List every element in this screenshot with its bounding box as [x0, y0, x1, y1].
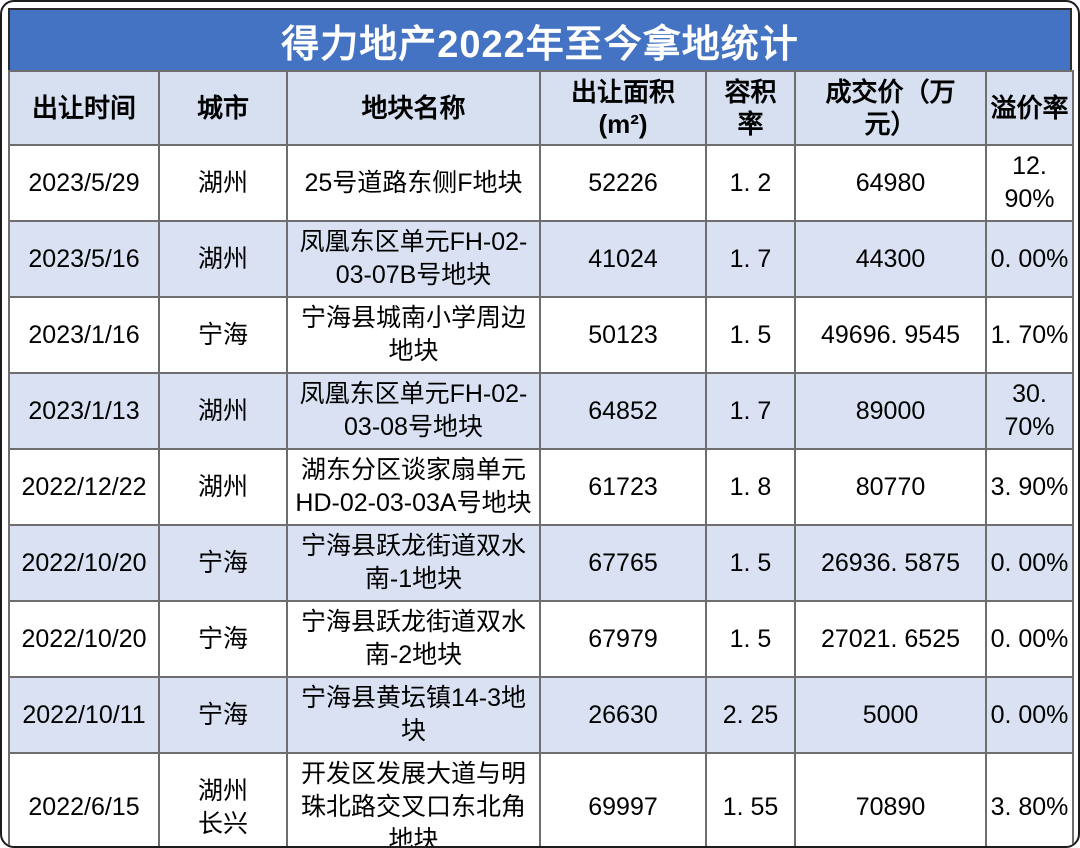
cell-price: 27021. 6525 — [794, 600, 987, 678]
cell-plot-ratio: 1. 7 — [705, 220, 796, 298]
cell-premium-rate: 0. 00% — [985, 220, 1074, 298]
page-title: 得力地产2022年至今拿地统计 — [8, 8, 1072, 70]
cell-date: 2022/12/22 — [8, 448, 160, 526]
cell-plot-ratio: 1. 5 — [705, 296, 796, 374]
cell-city: 宁海 — [158, 296, 288, 374]
cell-plot-name: 凤凰东区单元FH-02- 03-08号地块 — [286, 372, 541, 450]
cell-price: 5000 — [794, 676, 987, 754]
cell-plot-name: 宁海县跃龙街道双水 南-2地块 — [286, 600, 541, 678]
table-header-row: 出让时间 城市 地块名称 出让面积 (m²) 容积 率 成交价（万 元） 溢价率 — [8, 70, 1074, 146]
col-header-price: 成交价（万 元） — [794, 70, 987, 146]
cell-area: 67979 — [539, 600, 707, 678]
cell-area: 52226 — [539, 144, 707, 222]
col-header-plot-ratio: 容积 率 — [705, 70, 796, 146]
cell-date: 2022/10/20 — [8, 600, 160, 678]
cell-price: 80770 — [794, 448, 987, 526]
land-acquisition-table: 出让时间 城市 地块名称 出让面积 (m²) 容积 率 成交价（万 元） 溢价率… — [8, 70, 1074, 846]
cell-plot-ratio: 1. 55 — [705, 752, 796, 846]
cell-area: 67765 — [539, 524, 707, 602]
cell-price: 26936. 5875 — [794, 524, 987, 602]
cell-date: 2023/5/16 — [8, 220, 160, 298]
table-row: 2022/10/20 宁海 宁海县跃龙街道双水 南-1地块 67765 1. 5… — [8, 524, 1074, 602]
cell-date: 2022/10/11 — [8, 676, 160, 754]
cell-premium-rate: 3. 90% — [985, 448, 1074, 526]
cell-plot-name: 25号道路东侧F地块 — [286, 144, 541, 222]
cell-plot-name: 开发区发展大道与明 珠北路交叉口东北角 地块 — [286, 752, 541, 846]
cell-plot-name: 凤凰东区单元FH-02- 03-07B号地块 — [286, 220, 541, 298]
cell-area: 69997 — [539, 752, 707, 846]
cell-area: 64852 — [539, 372, 707, 450]
cell-premium-rate: 3. 80% — [985, 752, 1074, 846]
table-row: 2023/1/16 宁海 宁海县城南小学周边 地块 50123 1. 5 496… — [8, 296, 1074, 374]
col-header-plot-name: 地块名称 — [286, 70, 541, 146]
cell-area: 26630 — [539, 676, 707, 754]
cell-plot-name: 湖东分区谈家扇单元 HD-02-03-03A号地块 — [286, 448, 541, 526]
cell-city: 湖州 长兴 — [158, 752, 288, 846]
cell-city: 宁海 — [158, 524, 288, 602]
cell-area: 61723 — [539, 448, 707, 526]
col-header-date: 出让时间 — [8, 70, 160, 146]
cell-price: 49696. 9545 — [794, 296, 987, 374]
cell-city: 湖州 — [158, 448, 288, 526]
cell-price: 44300 — [794, 220, 987, 298]
cell-plot-ratio: 2. 25 — [705, 676, 796, 754]
col-header-premium-rate: 溢价率 — [985, 70, 1074, 146]
cell-premium-rate: 0. 00% — [985, 524, 1074, 602]
cell-plot-name: 宁海县城南小学周边 地块 — [286, 296, 541, 374]
cell-premium-rate: 0. 00% — [985, 600, 1074, 678]
cell-plot-name: 宁海县黄坛镇14-3地 块 — [286, 676, 541, 754]
cell-city: 宁海 — [158, 600, 288, 678]
cell-plot-ratio: 1. 5 — [705, 600, 796, 678]
cell-city: 湖州 — [158, 220, 288, 298]
cell-plot-ratio: 1. 2 — [705, 144, 796, 222]
cell-premium-rate: 0. 00% — [985, 676, 1074, 754]
table-row: 2023/1/13 湖州 凤凰东区单元FH-02- 03-08号地块 64852… — [8, 372, 1074, 450]
cell-premium-rate: 30. 70% — [985, 372, 1074, 450]
cell-date: 2022/6/15 — [8, 752, 160, 846]
cell-area: 41024 — [539, 220, 707, 298]
cell-city: 宁海 — [158, 676, 288, 754]
cell-plot-ratio: 1. 7 — [705, 372, 796, 450]
cell-date: 2023/1/16 — [8, 296, 160, 374]
cell-plot-name: 宁海县跃龙街道双水 南-1地块 — [286, 524, 541, 602]
table-row: 2022/10/20 宁海 宁海县跃龙街道双水 南-2地块 67979 1. 5… — [8, 600, 1074, 678]
cell-date: 2023/1/13 — [8, 372, 160, 450]
col-header-city: 城市 — [158, 70, 288, 146]
cell-price: 89000 — [794, 372, 987, 450]
cell-area: 50123 — [539, 296, 707, 374]
table-row: 2022/6/15 湖州 长兴 开发区发展大道与明 珠北路交叉口东北角 地块 6… — [8, 752, 1074, 846]
cell-date: 2022/10/20 — [8, 524, 160, 602]
cell-price: 70890 — [794, 752, 987, 846]
cell-city: 湖州 — [158, 372, 288, 450]
cell-premium-rate: 1. 70% — [985, 296, 1074, 374]
cell-price: 64980 — [794, 144, 987, 222]
table-row: 2022/10/11 宁海 宁海县黄坛镇14-3地 块 26630 2. 25 … — [8, 676, 1074, 754]
table-row: 2022/12/22 湖州 湖东分区谈家扇单元 HD-02-03-03A号地块 … — [8, 448, 1074, 526]
table-row: 2023/5/16 湖州 凤凰东区单元FH-02- 03-07B号地块 4102… — [8, 220, 1074, 298]
cell-premium-rate: 12. 90% — [985, 144, 1074, 222]
cell-plot-ratio: 1. 5 — [705, 524, 796, 602]
table-row: 2023/5/29 湖州 25号道路东侧F地块 52226 1. 2 64980… — [8, 144, 1074, 222]
cell-city: 湖州 — [158, 144, 288, 222]
col-header-area: 出让面积 (m²) — [539, 70, 707, 146]
cell-plot-ratio: 1. 8 — [705, 448, 796, 526]
cell-date: 2023/5/29 — [8, 144, 160, 222]
